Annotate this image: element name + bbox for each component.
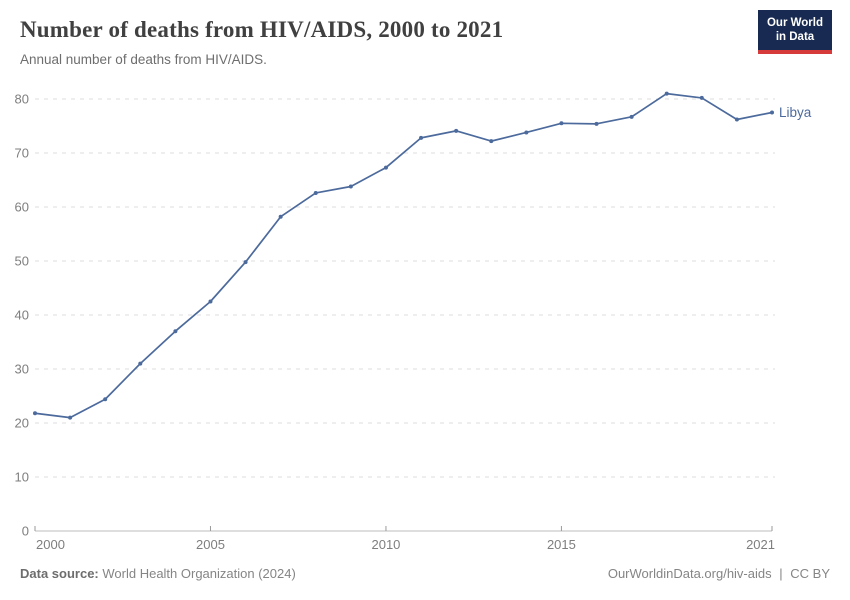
- data-point[interactable]: [103, 397, 108, 402]
- chart-footer: Data source: World Health Organization (…: [0, 566, 850, 581]
- footer-separator: |: [779, 566, 783, 581]
- data-point[interactable]: [594, 121, 599, 126]
- x-axis-label: 2000: [36, 537, 65, 552]
- y-axis-label: 60: [15, 200, 29, 215]
- y-axis-label: 50: [15, 254, 29, 269]
- data-point[interactable]: [33, 411, 37, 416]
- data-source-value: World Health Organization (2024): [102, 566, 296, 581]
- y-axis-label: 70: [15, 146, 29, 161]
- owid-logo[interactable]: Our World in Data: [758, 10, 832, 54]
- footer-url-link[interactable]: OurWorldinData.org/hiv-aids: [607, 566, 772, 581]
- data-point[interactable]: [699, 95, 704, 100]
- data-point[interactable]: [770, 110, 774, 115]
- data-point[interactable]: [383, 165, 388, 170]
- owid-logo-line2: in Data: [775, 31, 815, 44]
- series-label-libya[interactable]: Libya: [779, 105, 812, 120]
- data-point[interactable]: [278, 214, 283, 219]
- data-point[interactable]: [138, 361, 143, 366]
- page-title: Number of deaths from HIV/AIDS, 2000 to …: [20, 17, 504, 42]
- data-point[interactable]: [664, 91, 669, 96]
- x-axis-label: 2005: [196, 537, 225, 552]
- data-point[interactable]: [734, 117, 739, 122]
- data-point[interactable]: [208, 299, 213, 304]
- y-axis-label: 30: [15, 362, 29, 377]
- x-axis-label: 2010: [371, 537, 400, 552]
- y-axis-label: 0: [22, 524, 29, 539]
- y-axis-label: 80: [15, 92, 29, 107]
- data-point[interactable]: [243, 260, 248, 265]
- chart-header: Number of deaths from HIV/AIDS, 2000 to …: [0, 0, 850, 68]
- data-point[interactable]: [313, 190, 318, 195]
- data-point[interactable]: [629, 114, 634, 119]
- data-source-label: Data source:: [20, 566, 99, 581]
- data-point[interactable]: [173, 329, 178, 334]
- x-axis-label: 2015: [547, 537, 576, 552]
- data-point[interactable]: [348, 184, 353, 189]
- page-subtitle: Annual number of deaths from HIV/AIDS.: [20, 51, 267, 67]
- footer-links: OurWorldinData.org/hiv-aids | CC BY: [608, 566, 830, 581]
- data-point[interactable]: [68, 415, 73, 420]
- footer-license-link[interactable]: CC BY: [790, 566, 830, 581]
- data-point[interactable]: [454, 128, 459, 133]
- data-point[interactable]: [524, 130, 529, 135]
- owid-logo-line1: Our World: [766, 17, 823, 29]
- y-axis-label: 20: [15, 416, 29, 431]
- y-axis-label: 10: [15, 470, 29, 485]
- data-source: Data source: World Health Organization (…: [20, 566, 296, 581]
- series-line-libya[interactable]: [34, 92, 773, 419]
- y-axis-label: 40: [15, 308, 29, 323]
- x-axis-label: 2021: [746, 537, 775, 552]
- data-point[interactable]: [419, 135, 424, 140]
- data-point[interactable]: [489, 139, 494, 144]
- data-point[interactable]: [559, 121, 564, 126]
